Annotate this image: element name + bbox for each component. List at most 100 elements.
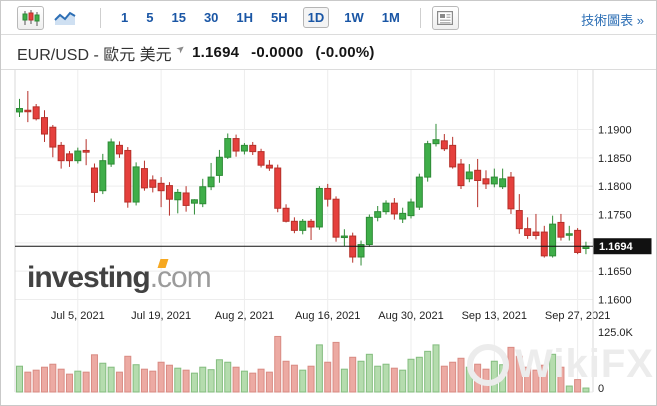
volume-bar [532,369,540,393]
timeframe-30[interactable]: 30 [203,10,219,25]
candle [399,212,407,220]
news-panel-button[interactable] [431,5,459,30]
volume-bar [140,368,148,393]
candlestick-chart-type-button[interactable] [17,5,44,30]
volume-bar [299,369,307,393]
volume-bar [32,369,40,393]
timeframe-1d[interactable]: 1D [302,7,330,28]
timeframe-1[interactable]: 1 [121,10,129,25]
candle [190,199,198,204]
pair-title: EUR/USD - 歐元 美元 [17,46,172,64]
volume-bar [449,361,457,393]
volume-bar [65,373,73,393]
volume-bar [407,358,415,393]
candle [365,216,373,246]
volume-bar [340,368,348,393]
candle [82,149,90,153]
volume-bar [124,355,132,393]
volume-bar [524,366,532,393]
candle [65,153,73,162]
volume-bar [174,367,182,393]
volume-bar [324,361,332,393]
candle [332,198,340,238]
candle [99,160,107,192]
candle [424,143,432,178]
volume-bar [382,363,390,393]
volume-bar [507,346,515,393]
timeframe-1h[interactable]: 1H [236,10,254,25]
volume-bar [374,365,382,393]
price-axis-label: 1.1850 [598,153,632,165]
candle [265,164,273,169]
candle [549,223,557,257]
candle [249,144,257,153]
timeframe-1m[interactable]: 1M [381,10,400,25]
volume-bar [474,363,482,393]
toolbar-separator [419,7,421,28]
volume-axis-max-label: 125.0K [598,327,634,339]
candle [32,106,40,120]
volume-bar [515,355,523,393]
current-price-badge [593,238,652,255]
candle [357,244,365,258]
candle [390,202,398,215]
candle [224,138,232,158]
candle [340,235,348,239]
candle [474,169,482,182]
candle [407,201,415,217]
candle [274,167,282,209]
candle [124,149,132,203]
price-change: -0.0000 [251,44,304,61]
candle [432,139,440,145]
candle [115,144,123,155]
chart-area: WikiFX Jul 5, 2021 Jul 19, 2021 Aug 2, 202… [1,70,657,406]
volume-bar [549,353,557,393]
volume-bar [240,370,248,393]
candle [282,207,290,222]
volume-bar [432,344,440,393]
timeframe-15[interactable]: 15 [171,10,186,25]
candle [507,176,515,210]
volume-bar [82,371,90,393]
price-change-percent: (-0.00%) [315,44,375,61]
candle [324,187,332,200]
volume-bar [40,366,48,393]
newspaper-icon [437,10,454,25]
volume-bar [490,360,498,393]
candle [90,167,98,193]
technical-chart-link[interactable]: 技術圖表 » [581,13,644,28]
candle [532,231,540,236]
timeframe-5h[interactable]: 5H [271,10,288,25]
candle [132,166,140,203]
timeframe-5[interactable]: 5 [146,10,154,25]
timeframe-1w[interactable]: 1W [344,10,364,25]
candle [557,221,565,238]
streaming-indicator-icon: ➤ [174,42,188,57]
x-axis-label: Jul 19, 2021 [131,310,191,322]
candlestick-chart[interactable]: Jul 5, 2021 Jul 19, 2021 Aug 2, 2021 Aug 16… [1,70,657,406]
candle [207,176,215,188]
x-axis-label: Sep 13, 2021 [462,310,527,322]
volume-bar [199,366,207,393]
volume-bar [282,360,290,393]
line-chart-type-button[interactable] [53,7,77,29]
candle [374,211,382,218]
volume-bar [99,362,107,393]
chart-toolbar: 1 5 15 30 1H 5H 1D 1W 1M 技術圖表 » [1,1,656,35]
volume-bar [332,341,340,393]
price-axis-label: 1.1900 [598,125,632,137]
price-axis-label: 1.1800 [598,181,632,193]
volume-bar [365,353,373,393]
candle [515,210,523,230]
candle [524,228,532,236]
candle [457,163,465,187]
volume-bar [390,367,398,393]
candle [232,138,240,152]
x-axis-label: Aug 30, 2021 [378,310,443,322]
quote-header: EUR/USD - 歐元 美元 ➤ 1.1694 -0.0000 (-0.00%… [1,36,656,70]
volume-bar [349,356,357,393]
x-axis-label: Sep 27, 2021 [545,310,610,322]
volume-bar [440,365,448,393]
candlestick-icon [22,9,39,26]
volume-bar [482,368,490,393]
